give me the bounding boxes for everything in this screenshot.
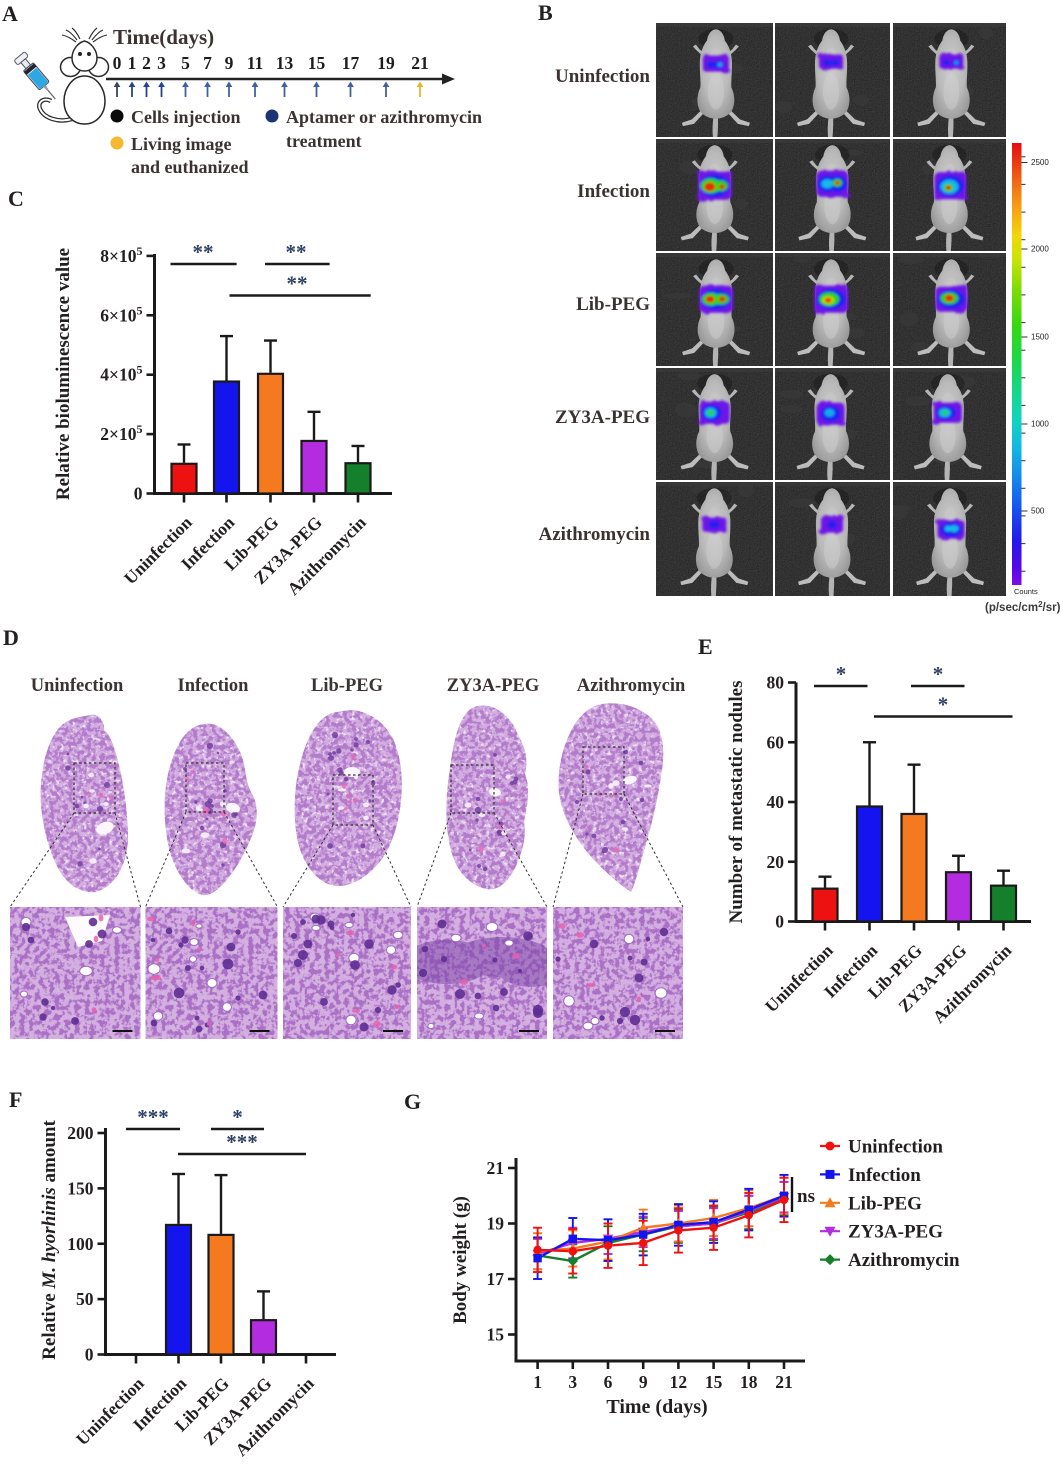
svg-text:80: 80 bbox=[767, 673, 785, 693]
svg-text:Time (days): Time (days) bbox=[606, 1396, 707, 1418]
svg-text:Lib-PEG: Lib-PEG bbox=[576, 294, 650, 315]
svg-text:100: 100 bbox=[67, 1234, 94, 1254]
svg-text:1: 1 bbox=[128, 53, 137, 73]
svg-text:15: 15 bbox=[308, 53, 326, 73]
svg-text:Azithromycin: Azithromycin bbox=[929, 940, 1016, 1027]
svg-text:2: 2 bbox=[142, 53, 151, 73]
svg-text:Living image: Living image bbox=[131, 134, 232, 154]
svg-text:17: 17 bbox=[487, 1269, 505, 1289]
svg-text:treatment: treatment bbox=[286, 131, 362, 151]
svg-text:12: 12 bbox=[670, 1372, 688, 1392]
svg-text:17: 17 bbox=[342, 53, 360, 73]
svg-text:0: 0 bbox=[775, 912, 784, 932]
svg-text:*: * bbox=[232, 1105, 243, 1129]
svg-text:21: 21 bbox=[411, 53, 429, 73]
svg-text:18: 18 bbox=[740, 1372, 758, 1392]
svg-text:500: 500 bbox=[1031, 507, 1045, 516]
svg-text:150: 150 bbox=[67, 1178, 94, 1198]
svg-text:Counts: Counts bbox=[1014, 587, 1038, 596]
svg-text:*: * bbox=[933, 662, 944, 686]
svg-text:9: 9 bbox=[225, 53, 234, 73]
svg-text:Relative bioluminescence value: Relative bioluminescence value bbox=[53, 248, 74, 500]
svg-text:Azithromycin: Azithromycin bbox=[538, 524, 650, 545]
svg-text:Lib-PEG: Lib-PEG bbox=[848, 1193, 922, 1214]
svg-text:Azithromycin: Azithromycin bbox=[577, 676, 686, 696]
svg-text:Uninfection: Uninfection bbox=[120, 512, 196, 588]
svg-text:2500: 2500 bbox=[1031, 158, 1049, 167]
svg-text:6: 6 bbox=[604, 1372, 613, 1392]
svg-text:60: 60 bbox=[767, 732, 785, 752]
svg-text:19: 19 bbox=[377, 53, 395, 73]
svg-text:ns: ns bbox=[797, 1186, 815, 1207]
svg-text:20: 20 bbox=[767, 852, 785, 872]
svg-text:and euthanized: and euthanized bbox=[131, 157, 249, 177]
svg-text:0: 0 bbox=[134, 484, 143, 504]
svg-text:Uninfection: Uninfection bbox=[848, 1137, 943, 1158]
svg-text:ZY3A-PEG: ZY3A-PEG bbox=[555, 407, 650, 428]
svg-text:*: * bbox=[938, 693, 949, 717]
svg-text:**: ** bbox=[193, 240, 214, 264]
svg-text:Uninfection: Uninfection bbox=[72, 1373, 148, 1449]
svg-text:Infection: Infection bbox=[577, 181, 650, 202]
svg-text:40: 40 bbox=[767, 792, 785, 812]
svg-text:5: 5 bbox=[181, 53, 190, 73]
svg-text:**: ** bbox=[286, 240, 307, 264]
svg-text:6×105: 6×105 bbox=[100, 303, 142, 325]
svg-text:1500: 1500 bbox=[1031, 333, 1049, 342]
svg-text:Lib-PEG: Lib-PEG bbox=[311, 676, 383, 696]
svg-text:15: 15 bbox=[705, 1372, 723, 1392]
svg-text:1000: 1000 bbox=[1031, 420, 1049, 429]
svg-text:3: 3 bbox=[157, 53, 166, 73]
svg-text:0: 0 bbox=[113, 53, 122, 73]
svg-text:Relative M. hyorhinis amount: Relative M. hyorhinis amount bbox=[39, 1120, 60, 1360]
svg-text:***: *** bbox=[226, 1130, 258, 1154]
svg-text:Uninfection: Uninfection bbox=[761, 940, 837, 1016]
svg-text:200: 200 bbox=[67, 1123, 94, 1143]
svg-text:21: 21 bbox=[775, 1372, 793, 1392]
svg-text:ZY3A-PEG: ZY3A-PEG bbox=[848, 1222, 943, 1243]
svg-text:***: *** bbox=[137, 1105, 169, 1129]
svg-text:3: 3 bbox=[568, 1372, 577, 1392]
svg-text:Aptamer or azithromycin: Aptamer or azithromycin bbox=[286, 107, 482, 127]
svg-text:Infection: Infection bbox=[848, 1165, 921, 1186]
svg-text:Body weight (g): Body weight (g) bbox=[450, 1196, 471, 1324]
svg-text:ZY3A-PEG: ZY3A-PEG bbox=[447, 676, 540, 696]
svg-text:13: 13 bbox=[276, 53, 294, 73]
svg-text:11: 11 bbox=[247, 53, 264, 73]
svg-text:2000: 2000 bbox=[1031, 245, 1049, 254]
svg-text:15: 15 bbox=[487, 1325, 505, 1345]
svg-text:Cells injection: Cells injection bbox=[131, 107, 241, 127]
svg-text:*: * bbox=[836, 662, 847, 686]
svg-text:1: 1 bbox=[533, 1372, 542, 1392]
svg-text:19: 19 bbox=[487, 1214, 505, 1234]
svg-text:8×105: 8×105 bbox=[100, 244, 142, 266]
svg-text:50: 50 bbox=[76, 1289, 94, 1309]
svg-text:Uninfection: Uninfection bbox=[31, 676, 124, 696]
svg-text:Infection: Infection bbox=[178, 676, 250, 696]
svg-text:7: 7 bbox=[203, 53, 212, 73]
svg-text:Number of metastatic nodules: Number of metastatic nodules bbox=[726, 681, 747, 924]
svg-text:**: ** bbox=[287, 272, 308, 296]
svg-text:Azithromycin: Azithromycin bbox=[848, 1250, 960, 1271]
svg-text:Uninfection: Uninfection bbox=[555, 66, 650, 87]
svg-text:21: 21 bbox=[487, 1158, 505, 1178]
svg-text:0: 0 bbox=[85, 1345, 94, 1365]
svg-text:4×105: 4×105 bbox=[100, 363, 142, 385]
svg-text:2×105: 2×105 bbox=[100, 422, 142, 444]
svg-text:Time(days): Time(days) bbox=[113, 25, 214, 49]
svg-text:9: 9 bbox=[639, 1372, 648, 1392]
